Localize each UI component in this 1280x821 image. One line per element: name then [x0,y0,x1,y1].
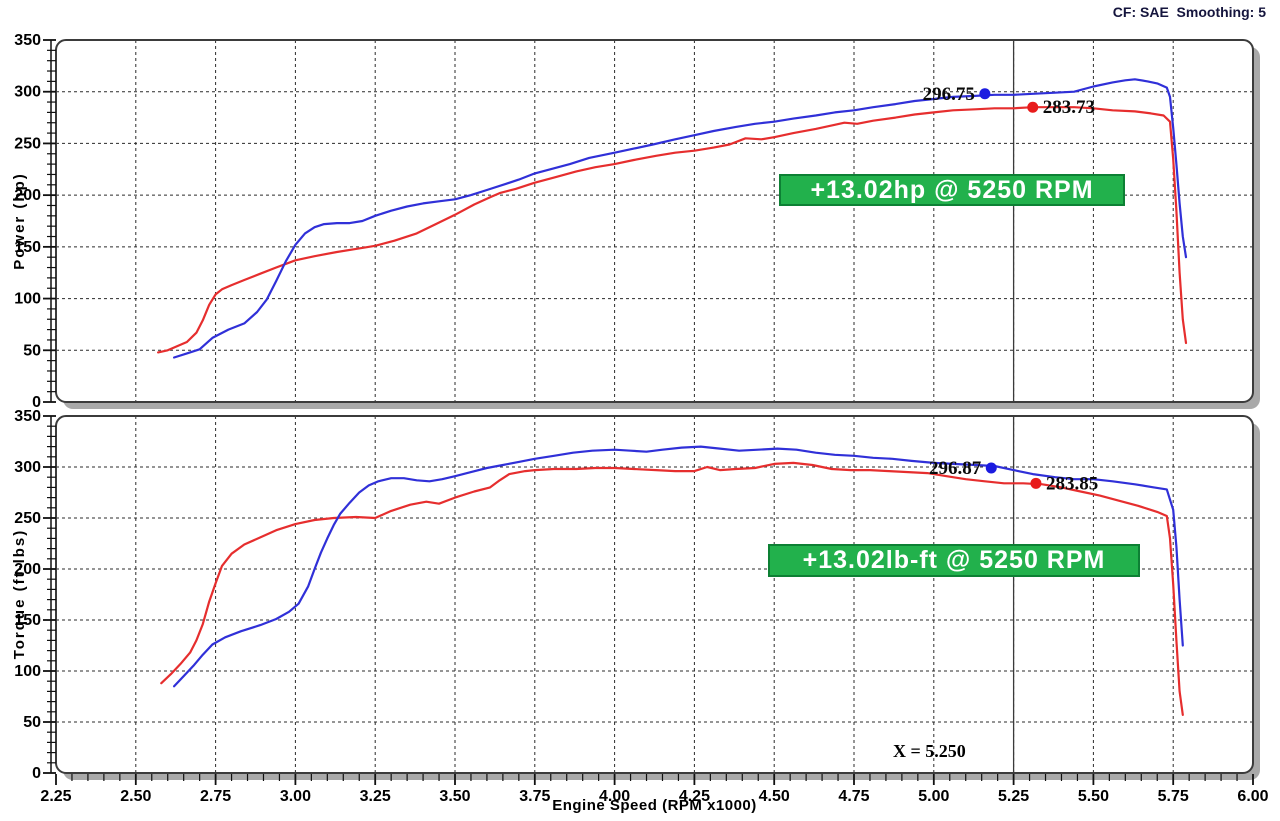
torque-curve-blue [173,445,1184,688]
y-tick-label: 300 [14,84,41,101]
power-plot-area [57,41,1252,401]
y-tick-label: 200 [14,187,41,204]
x-tick-label: 5.50 [1078,788,1109,805]
y-tick-label: 250 [14,510,41,527]
y-tick-label: 0 [32,394,41,411]
torque-red-value-label: 283.85 [1046,473,1098,494]
x-tick-label: 5.25 [998,788,1029,805]
torque-axis-title: Torque (ft-lbs) [11,528,28,660]
x-tick-label: 3.50 [439,788,470,805]
x-tick-label: 4.50 [759,788,790,805]
y-tick-label: 350 [14,408,41,425]
power-blue-cursor-marker[interactable] [979,88,991,100]
torque-gain-annotation: +13.02lb-ft @ 5250 RPM [768,544,1140,577]
power-curve-red [157,106,1188,354]
x-tick-label: 3.00 [280,788,311,805]
y-tick-label: 0 [32,765,41,782]
torque-blue-cursor-marker[interactable] [985,462,997,474]
torque-plot-panel [55,415,1254,774]
x-tick-label: 4.75 [838,788,869,805]
x-tick-label: 2.25 [40,788,71,805]
y-tick-label: 100 [14,663,41,680]
x-tick-label: 2.75 [200,788,231,805]
y-tick-label: 150 [14,239,41,256]
correction-smoothing-label: CF: SAE Smoothing: 5 [1112,4,1266,20]
y-tick-label: 50 [23,342,41,359]
power-gain-annotation: +13.02hp @ 5250 RPM [779,174,1125,206]
x-tick-label: 6.00 [1237,788,1268,805]
x-tick-label: 5.75 [1158,788,1189,805]
torque-blue-value-label: 296.87 [929,458,982,479]
torque-red-cursor-marker[interactable] [1030,477,1042,489]
x-axis-title: Engine Speed (RPM x1000) [552,797,757,814]
y-tick-label: 50 [23,714,41,731]
x-tick-label: 5.00 [918,788,949,805]
power-axis-title: Power (hp) [11,172,28,270]
x-tick-label: 2.50 [120,788,151,805]
y-tick-label: 300 [14,459,41,476]
x-tick-label: 3.75 [519,788,550,805]
y-tick-label: 200 [14,561,41,578]
power-red-cursor-marker[interactable] [1027,101,1039,113]
x-tick-label: 3.25 [360,788,391,805]
torque-curve-red [160,461,1184,717]
power-plot-panel [55,39,1254,403]
cursor-x-label: X = 5.250 [893,741,966,761]
y-tick-label: 250 [14,135,41,152]
y-tick-label: 100 [14,291,41,308]
x-tick-label: 4.00 [599,788,630,805]
y-tick-label: 150 [14,612,41,629]
power-red-value-label: 283.73 [1043,97,1095,118]
x-tick-label: 4.25 [679,788,710,805]
y-tick-label: 350 [14,32,41,49]
power-blue-value-label: 296.75 [923,84,975,105]
power-curve-blue [173,78,1188,359]
